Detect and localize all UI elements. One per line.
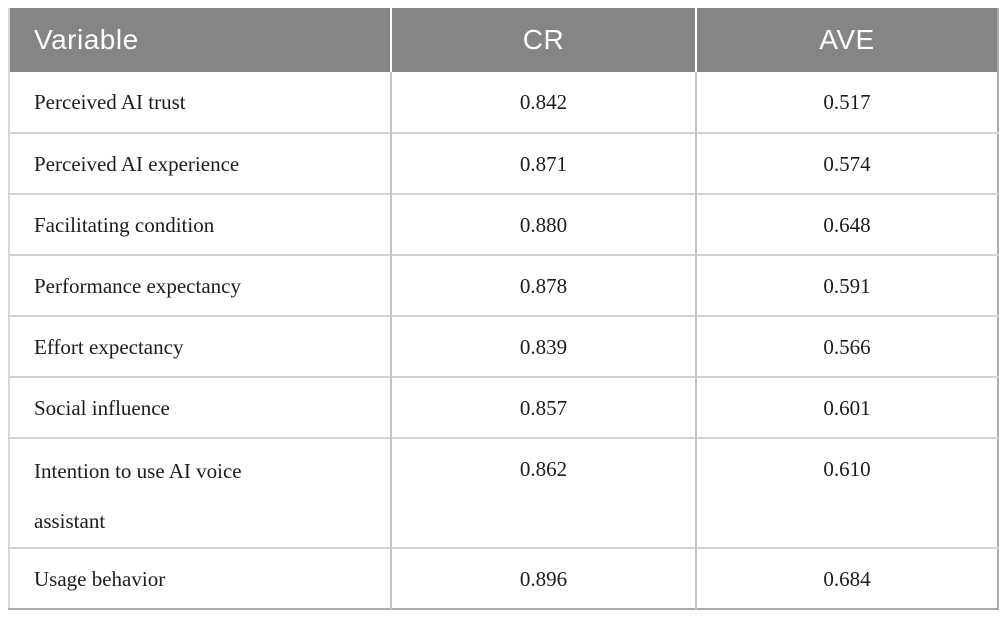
- variable-cell: Facilitating condition: [9, 193, 391, 255]
- reliability-validity-table: Variable CR AVE Perceived AI trust 0.842…: [8, 8, 999, 610]
- table-header: Variable CR AVE: [9, 8, 998, 72]
- ave-cell: 0.684: [695, 547, 998, 609]
- ave-cell: 0.591: [695, 254, 998, 316]
- cr-cell: 0.871: [390, 132, 696, 194]
- cr-cell: 0.839: [390, 315, 696, 377]
- variable-cell: Perceived AI trust: [9, 72, 391, 133]
- cr-cell: 0.878: [390, 254, 696, 316]
- variable-cell: Usage behavior: [9, 547, 391, 609]
- header-row: Variable CR AVE: [9, 8, 998, 72]
- table-row: Social influence 0.857 0.601: [9, 376, 998, 438]
- cr-cell: 0.862: [390, 437, 696, 548]
- variable-cell: Effort expectancy: [9, 315, 391, 377]
- variable-cell: Perceived AI experience: [9, 132, 391, 194]
- cr-cell: 0.880: [390, 193, 696, 255]
- table-row: Usage behavior 0.896 0.684: [9, 547, 998, 609]
- table-row: Performance expectancy 0.878 0.591: [9, 254, 998, 316]
- table-row: Effort expectancy 0.839 0.566: [9, 315, 998, 377]
- cr-cell: 0.857: [390, 376, 696, 438]
- ave-cell: 0.648: [695, 193, 998, 255]
- column-header-ave: AVE: [695, 8, 998, 72]
- ave-cell: 0.566: [695, 315, 998, 377]
- table-row: Perceived AI trust 0.842 0.517: [9, 72, 998, 133]
- ave-cell: 0.610: [695, 437, 998, 548]
- variable-cell: Social influence: [9, 376, 391, 438]
- ave-cell: 0.517: [695, 72, 998, 133]
- variable-cell-text: Intention to use AI voice assistant: [34, 459, 242, 533]
- table-row: Perceived AI experience 0.871 0.574: [9, 132, 998, 194]
- column-header-cr: CR: [390, 8, 696, 72]
- cr-cell: 0.842: [390, 72, 696, 133]
- table-body: Perceived AI trust 0.842 0.517 Perceived…: [9, 72, 998, 609]
- table-row: Facilitating condition 0.880 0.648: [9, 193, 998, 255]
- cr-cell: 0.896: [390, 547, 696, 609]
- ave-cell: 0.601: [695, 376, 998, 438]
- variable-cell: Performance expectancy: [9, 254, 391, 316]
- column-header-variable: Variable: [9, 8, 391, 72]
- variable-cell: Intention to use AI voice assistant: [9, 437, 391, 548]
- ave-cell: 0.574: [695, 132, 998, 194]
- table-row: Intention to use AI voice assistant 0.86…: [9, 437, 998, 548]
